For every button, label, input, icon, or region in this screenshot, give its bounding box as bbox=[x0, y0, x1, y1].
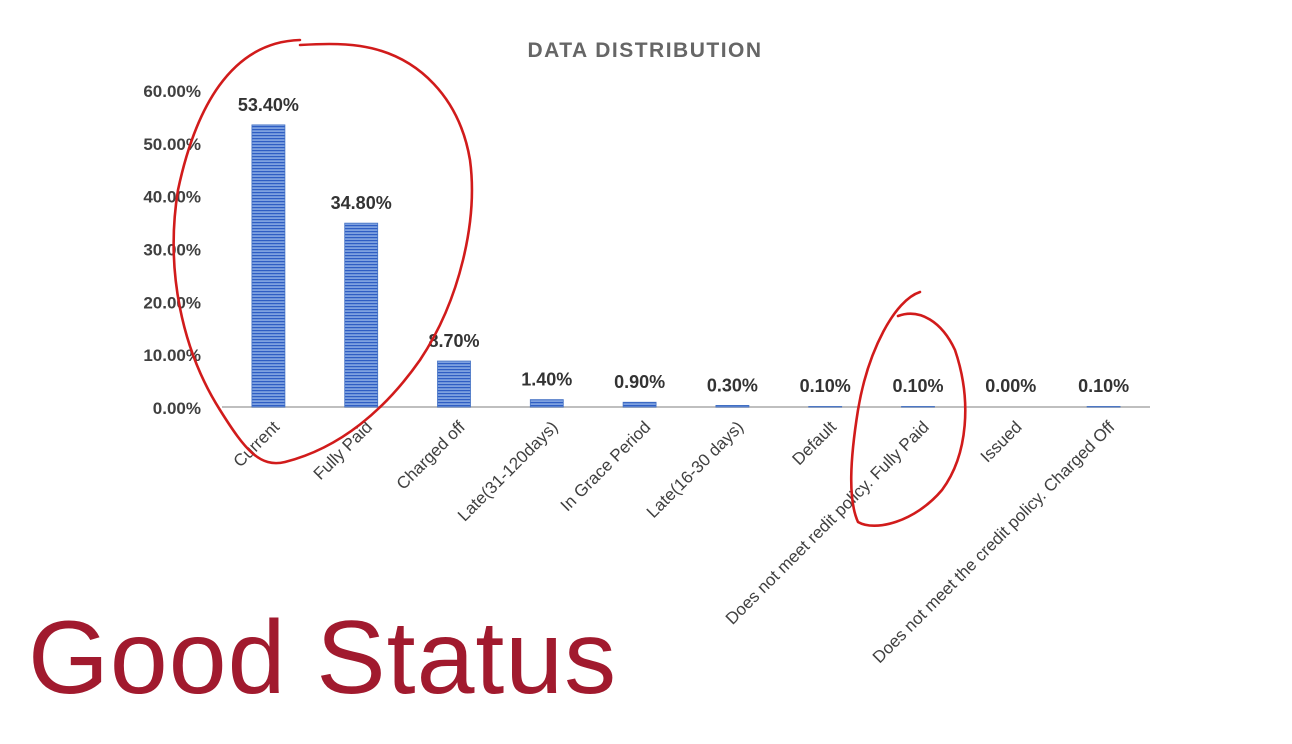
x-tick-label: Does not meet redit policy. Fully Paid bbox=[722, 417, 933, 628]
bar bbox=[437, 360, 471, 408]
y-axis-ticks: 0.00% 10.00% 20.00% 30.00% 40.00% 50.00% 60.00… bbox=[143, 82, 201, 418]
x-tick-label: Late(31-120days) bbox=[454, 417, 562, 525]
bar bbox=[344, 222, 379, 408]
bar bbox=[622, 401, 657, 408]
y-tick-label: 50.00% bbox=[143, 135, 201, 154]
data-label: 0.90% bbox=[614, 372, 665, 392]
x-tick-label: In Grace Period bbox=[557, 417, 655, 515]
data-label: 1.40% bbox=[521, 370, 572, 390]
bar bbox=[251, 124, 286, 408]
data-label: 0.10% bbox=[892, 376, 943, 396]
bar bbox=[715, 405, 750, 408]
x-tick-label: Late(16-30 days) bbox=[643, 417, 747, 521]
y-tick-label: 0.00% bbox=[153, 399, 201, 418]
x-tick-label: Default bbox=[788, 417, 840, 469]
data-labels: 53.40% 34.80% 8.70% 1.40% 0.90% 0.30% 0.10% 0.1… bbox=[238, 95, 1129, 396]
y-tick-label: 10.00% bbox=[143, 346, 201, 365]
data-label: 0.30% bbox=[707, 375, 758, 395]
good-status-caption: Good Status bbox=[28, 600, 618, 716]
data-label: 0.10% bbox=[1078, 376, 1129, 396]
x-tick-label: Issued bbox=[977, 417, 1026, 466]
bar bbox=[1086, 406, 1121, 408]
annotation-circle-fully-paid bbox=[849, 290, 967, 527]
bars bbox=[251, 124, 1121, 408]
data-label: 8.70% bbox=[428, 331, 479, 351]
x-tick-label: Charged off bbox=[393, 417, 469, 493]
bar bbox=[808, 406, 843, 408]
data-label: 0.10% bbox=[800, 376, 851, 396]
y-tick-label: 40.00% bbox=[143, 188, 201, 207]
annotations bbox=[172, 38, 967, 527]
y-tick-label: 60.00% bbox=[143, 82, 201, 101]
data-label: 0.00% bbox=[985, 376, 1036, 396]
y-tick-label: 30.00% bbox=[143, 241, 201, 260]
y-tick-label: 20.00% bbox=[143, 293, 201, 312]
data-label: 34.80% bbox=[331, 193, 392, 213]
data-label: 53.40% bbox=[238, 95, 299, 115]
bar bbox=[901, 406, 935, 408]
chart-title: DATA DISTRIBUTION bbox=[527, 39, 762, 62]
annotation-circle-good-status bbox=[172, 38, 474, 465]
bar bbox=[529, 399, 564, 408]
